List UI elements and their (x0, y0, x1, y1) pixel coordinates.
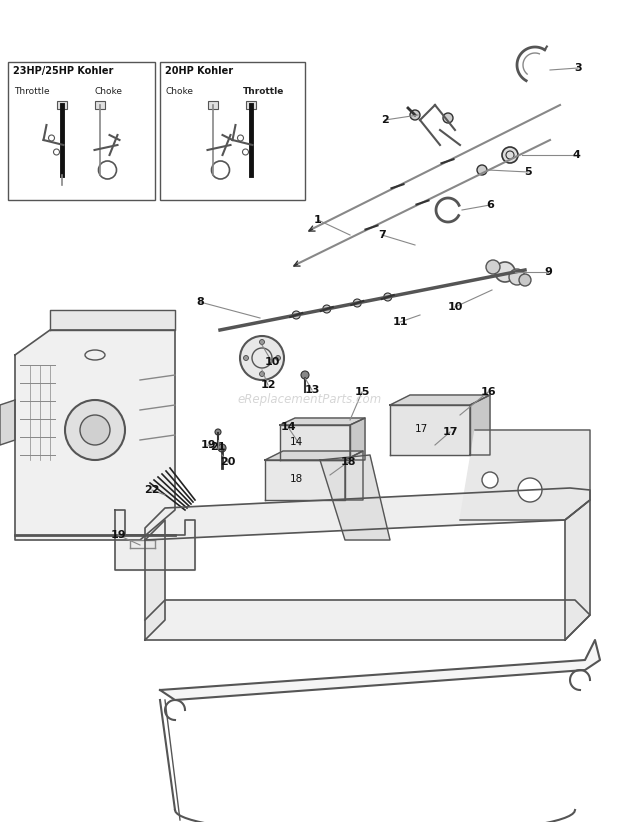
Text: 21: 21 (210, 442, 226, 452)
Circle shape (215, 429, 221, 435)
Bar (208, 101, 218, 109)
Circle shape (443, 113, 453, 123)
Circle shape (260, 339, 265, 344)
Text: 18: 18 (340, 457, 356, 467)
Polygon shape (350, 418, 365, 460)
Text: Throttle: Throttle (242, 87, 284, 96)
Circle shape (509, 269, 525, 285)
Circle shape (65, 400, 125, 460)
Text: 23HP/25HP Kohler: 23HP/25HP Kohler (13, 66, 113, 76)
Polygon shape (460, 430, 590, 520)
Text: eReplacementParts.com: eReplacementParts.com (238, 394, 382, 407)
Text: 7: 7 (378, 230, 386, 240)
Text: 15: 15 (354, 387, 370, 397)
Text: Throttle: Throttle (14, 87, 50, 96)
Circle shape (244, 355, 249, 361)
Text: Choke: Choke (94, 87, 123, 96)
Polygon shape (280, 425, 350, 460)
Circle shape (242, 149, 249, 155)
Polygon shape (565, 500, 590, 640)
Circle shape (495, 262, 515, 282)
Circle shape (48, 135, 55, 141)
Circle shape (240, 336, 284, 380)
Text: 13: 13 (304, 385, 320, 395)
Bar (8, 62, 155, 200)
Text: 20: 20 (220, 457, 236, 467)
Polygon shape (265, 451, 363, 460)
Text: 14: 14 (280, 422, 296, 432)
Text: 6: 6 (486, 200, 494, 210)
Text: 18: 18 (290, 474, 303, 484)
Circle shape (53, 149, 60, 155)
Text: 17: 17 (415, 424, 428, 434)
Text: 19: 19 (200, 440, 216, 450)
Circle shape (323, 305, 330, 313)
Bar (246, 101, 255, 109)
Text: 1: 1 (314, 215, 322, 225)
Bar (94, 101, 105, 109)
Text: 12: 12 (260, 380, 276, 390)
Circle shape (80, 415, 110, 445)
Polygon shape (15, 330, 175, 540)
Circle shape (482, 472, 498, 488)
Circle shape (353, 299, 361, 307)
Polygon shape (390, 405, 470, 455)
Circle shape (502, 147, 518, 163)
Polygon shape (320, 455, 390, 540)
Polygon shape (0, 400, 15, 445)
Circle shape (260, 372, 265, 376)
Text: 2: 2 (381, 115, 389, 125)
Text: 10: 10 (447, 302, 463, 312)
Text: 3: 3 (574, 63, 582, 73)
Polygon shape (280, 418, 365, 425)
Circle shape (292, 311, 300, 319)
Polygon shape (470, 395, 490, 455)
Text: 19: 19 (110, 530, 126, 540)
Text: Choke: Choke (165, 87, 193, 96)
Polygon shape (345, 451, 363, 500)
Text: 17: 17 (442, 427, 458, 437)
Bar (160, 62, 305, 200)
Text: 14: 14 (290, 437, 303, 447)
Circle shape (384, 293, 392, 301)
Circle shape (519, 274, 531, 286)
Bar (56, 101, 66, 109)
Text: 16: 16 (480, 387, 496, 397)
Circle shape (237, 135, 244, 141)
Polygon shape (145, 600, 590, 640)
Text: 11: 11 (392, 317, 408, 327)
Circle shape (218, 444, 226, 452)
Text: 5: 5 (524, 167, 532, 177)
Circle shape (486, 260, 500, 274)
Polygon shape (390, 395, 490, 405)
Text: 22: 22 (144, 485, 160, 495)
Polygon shape (50, 310, 175, 330)
Polygon shape (145, 520, 165, 640)
Polygon shape (265, 460, 345, 500)
Circle shape (275, 355, 280, 361)
Polygon shape (145, 488, 590, 540)
Circle shape (518, 478, 542, 502)
Text: 20HP Kohler: 20HP Kohler (165, 66, 233, 76)
Polygon shape (160, 640, 600, 700)
Text: 10: 10 (264, 357, 280, 367)
Polygon shape (115, 510, 195, 570)
Circle shape (410, 110, 420, 120)
Text: 4: 4 (572, 150, 580, 160)
Circle shape (477, 165, 487, 175)
Text: 9: 9 (544, 267, 552, 277)
Text: 8: 8 (196, 297, 204, 307)
Circle shape (301, 371, 309, 379)
